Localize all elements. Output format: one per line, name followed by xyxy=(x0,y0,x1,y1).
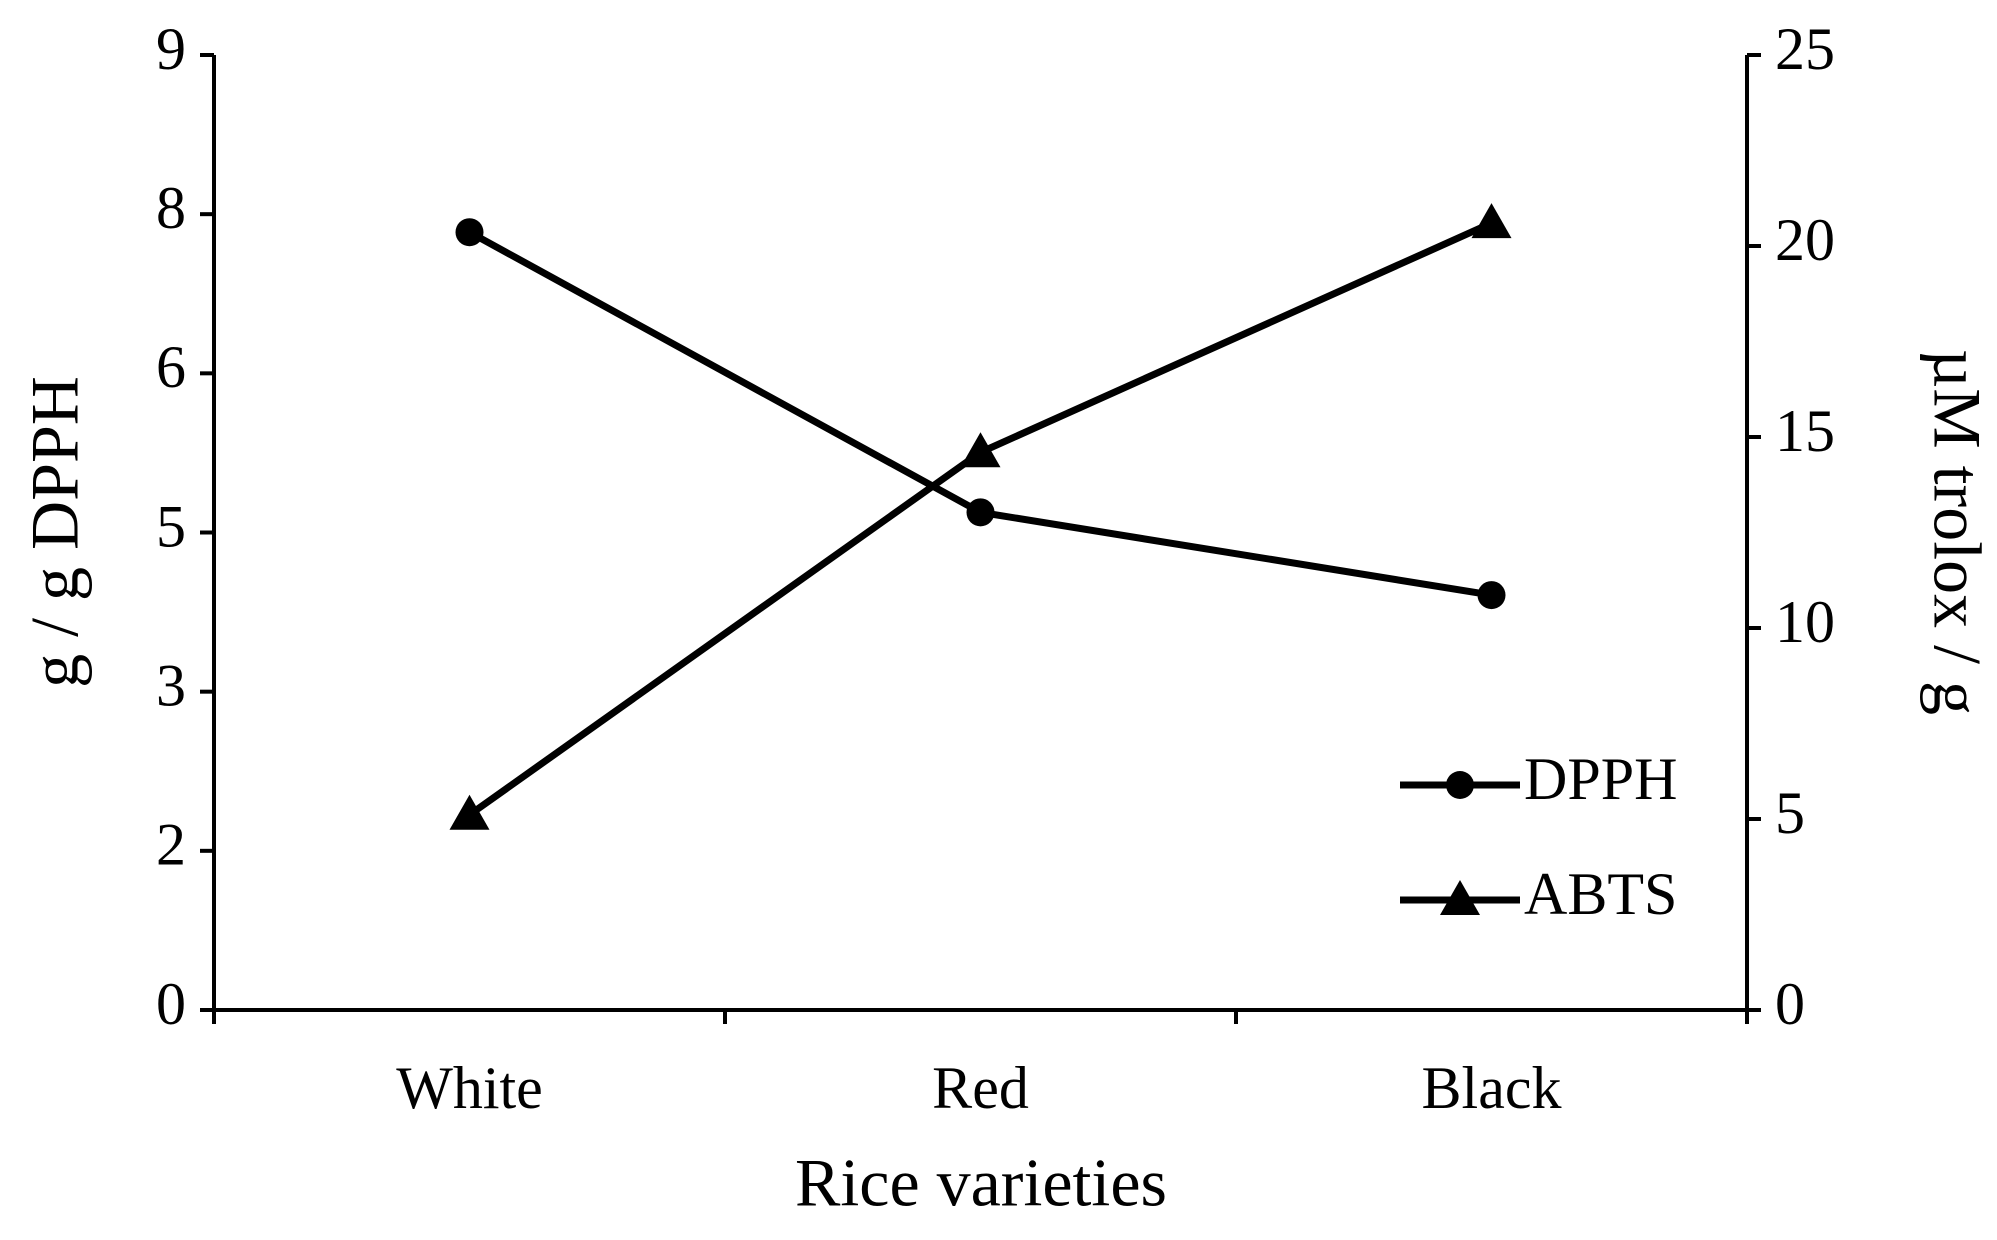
y-tick-label: 2 xyxy=(156,812,186,878)
y2-tick-label: 0 xyxy=(1775,971,1805,1037)
y-tick-label: 8 xyxy=(156,175,186,241)
marker xyxy=(1446,771,1474,799)
y2-tick-label: 15 xyxy=(1775,398,1835,464)
y2-axis-title: µM trolox / g xyxy=(1919,349,1995,715)
marker xyxy=(1440,880,1480,915)
y-tick-label: 5 xyxy=(156,493,186,559)
y-tick-label: 6 xyxy=(156,334,186,400)
legend-label: DPPH xyxy=(1524,746,1677,812)
y-tick-label: 0 xyxy=(156,971,186,1037)
series-line xyxy=(467,229,1493,599)
marker xyxy=(1477,581,1506,610)
marker xyxy=(1471,203,1512,239)
marker xyxy=(449,794,490,830)
x-tick-label: Red xyxy=(932,1055,1029,1121)
x-tick-label: White xyxy=(396,1055,543,1121)
y2-tick-label: 5 xyxy=(1775,780,1805,846)
marker xyxy=(455,218,484,247)
y-tick-label: 9 xyxy=(156,16,186,82)
y2-tick-label: 25 xyxy=(1775,16,1835,82)
x-tick-label: Black xyxy=(1422,1055,1562,1121)
legend-label: ABTS xyxy=(1524,861,1677,927)
marker xyxy=(966,498,995,527)
y-tick-label: 3 xyxy=(156,652,186,718)
y2-tick-label: 20 xyxy=(1775,207,1835,273)
y-axis-title: g / g DPPH xyxy=(17,376,93,688)
y2-tick-label: 10 xyxy=(1775,589,1835,655)
marker xyxy=(960,432,1001,468)
x-axis-title: Rice varieties xyxy=(795,1145,1167,1221)
